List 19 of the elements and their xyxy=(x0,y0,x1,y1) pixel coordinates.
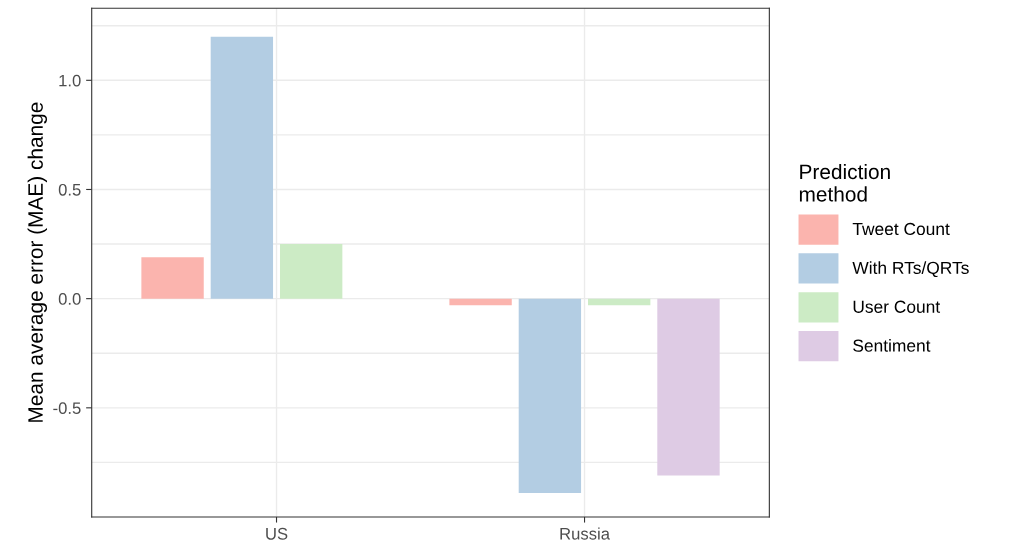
y-tick-label: 1.0 xyxy=(59,74,81,87)
y-axis-title: Mean average error (MAE) change xyxy=(27,102,48,422)
y-tick-label: 0.0 xyxy=(58,293,81,305)
legend-label: Tweet Count xyxy=(852,222,950,236)
legend-label: Sentiment xyxy=(853,339,931,352)
bar xyxy=(657,298,720,476)
bar xyxy=(518,298,582,493)
bar xyxy=(279,244,343,299)
bar xyxy=(141,257,204,299)
y-tick-label: 0.5 xyxy=(58,183,81,196)
legend-label: User Count xyxy=(853,300,941,313)
legend-label: With RTs/QRTs xyxy=(852,261,969,278)
bar xyxy=(588,298,651,306)
y-tick-label: -0.5 xyxy=(53,402,81,415)
x-tick-label: Russia xyxy=(560,527,611,540)
legend-title: Prediction method xyxy=(799,163,890,202)
bar xyxy=(449,298,512,306)
bar xyxy=(210,36,274,299)
x-tick-label: US xyxy=(266,527,288,540)
